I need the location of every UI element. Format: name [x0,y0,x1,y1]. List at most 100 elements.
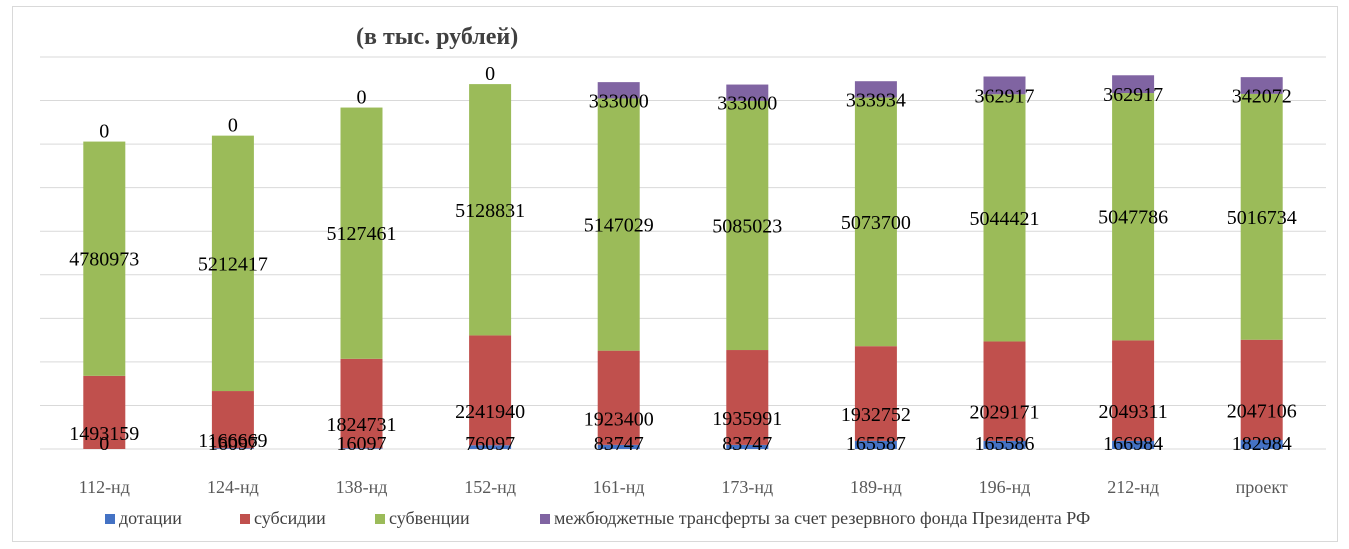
bar-segment [1112,75,1155,94]
bar-segment [726,350,769,445]
data-label: 16097 [337,433,387,455]
data-label: 0 [357,87,367,109]
data-label: 76097 [465,433,515,455]
data-label: 342072 [1232,86,1292,108]
bar-segment [983,76,1026,95]
bar-segment [469,84,512,336]
data-label: 5044421 [970,208,1040,230]
data-label: 5016734 [1227,207,1297,229]
x-tick-label: 189-нд [850,477,902,497]
data-label: 5047786 [1098,207,1168,229]
legend-label: межбюджетные трансферты за счет резервно… [554,508,1090,528]
data-label: 5147029 [584,215,654,237]
bar-segment [1240,77,1283,94]
data-label: 4780973 [69,249,139,271]
data-label: 333934 [846,89,906,111]
data-label: 333000 [589,90,649,112]
data-label: 166984 [1103,433,1163,455]
data-labels: 0149315947809730160971166669521241701609… [69,63,1296,455]
x-tick-label: 124-нд [207,477,259,497]
legend-swatch [540,514,550,524]
bar-segment [1112,440,1155,449]
chart-frame [12,6,1338,542]
legend: дотации субсидии субвенции межбюджетные тра… [105,508,1090,528]
data-label: 2047106 [1227,400,1297,422]
bar-segment [1240,440,1283,449]
data-label: 5128831 [455,200,525,222]
legend-label: субвенции [389,508,470,528]
bar-segment [211,391,254,449]
bar-segment [597,98,640,351]
data-label: 1932752 [841,404,911,426]
data-label: 165586 [975,433,1035,455]
bar-segment [983,94,1026,342]
data-label: 1166669 [198,430,267,452]
data-label: 5085023 [712,215,782,237]
bar-segment [83,141,126,376]
bar-segment [983,341,1026,441]
bar-segment [983,440,1026,449]
gridlines [40,56,1326,450]
bar-segment [1240,339,1283,441]
data-label: 1935991 [712,408,782,430]
bar-segment [469,445,512,449]
x-tick-label: 112-нд [79,477,130,497]
x-tick-label: 152-нд [464,477,516,497]
bar-segment [211,135,254,392]
bar-segment [1112,340,1155,441]
legend-label: дотации [119,508,182,528]
bar-segment [340,448,383,449]
data-label: 182984 [1232,433,1292,455]
data-label: 5212417 [198,253,268,275]
legend-swatch [105,514,115,524]
legend-swatch [240,514,250,524]
data-label: 83747 [594,433,644,455]
bar-segment [854,81,897,98]
x-tick-label: 196-нд [979,477,1031,497]
legend-swatch [375,514,385,524]
bar-segment [340,358,383,449]
data-label: 0 [99,121,109,143]
bar-segment [726,84,769,101]
data-label: 2241940 [455,401,525,423]
data-label: 1824731 [327,414,397,436]
data-label: 362917 [1103,84,1163,106]
x-axis-ticks: 112-нд 124-нд 138-нд 152-нд 161-нд 173-нд 189-… [79,477,1288,497]
data-label: 2029171 [970,402,1040,424]
data-label: 0 [485,63,495,85]
data-label: 0 [99,433,109,455]
data-label: 1493159 [69,423,139,445]
x-tick-label: 212-нд [1107,477,1159,497]
bar-segment [340,107,383,359]
bar-segment [854,440,897,449]
bar-segment [854,346,897,441]
data-label: 16097 [208,433,258,455]
data-label: 362917 [975,85,1035,107]
bar-segment [726,444,769,449]
bar-segment [854,97,897,347]
bar-segment [597,350,640,445]
data-label: 5127461 [327,223,397,245]
data-label: 5073700 [841,212,911,234]
chart-title: (в тыс. рублей) [356,24,518,50]
bar-segment [211,448,254,449]
x-tick-label: 173-нд [721,477,773,497]
data-label: 83747 [722,433,772,455]
bar-segment [469,335,512,446]
x-tick-label: 138-нд [336,477,388,497]
data-label: 1923400 [584,408,654,430]
bar-segment [1112,93,1155,341]
x-tick-label: проект [1236,477,1288,497]
bar-segment [597,82,640,99]
bar-segment [1240,93,1283,340]
legend-label: субсидии [254,508,326,528]
bar-segment [597,444,640,449]
data-label: 333000 [717,93,777,115]
bars [83,75,1283,449]
bar-segment [83,375,126,449]
x-tick-label: 161-нд [593,477,645,497]
data-label: 165587 [846,433,906,455]
data-label: 2049311 [1098,401,1167,423]
data-label: 0 [228,115,238,137]
